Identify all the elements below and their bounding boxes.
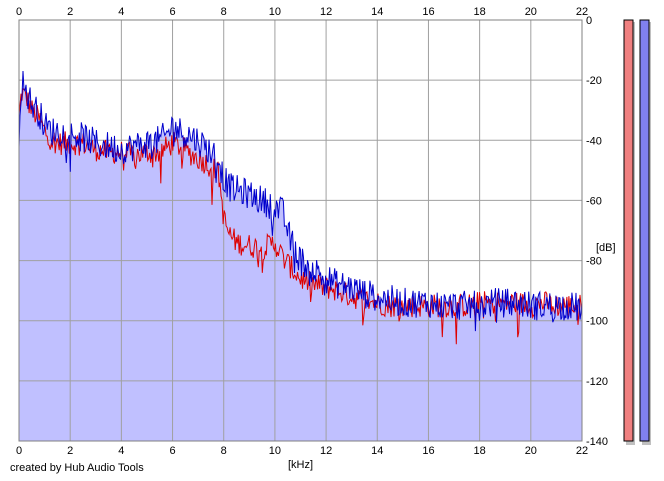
y-tick-label: -60 bbox=[586, 195, 602, 207]
level-meter-right bbox=[639, 19, 650, 442]
x-tick-label-top: 14 bbox=[371, 6, 383, 18]
y-tick-label: -20 bbox=[586, 75, 602, 87]
x-tick-label-top: 0 bbox=[16, 6, 22, 18]
x-tick-label-top: 8 bbox=[221, 6, 227, 18]
x-tick-label-bottom: 6 bbox=[169, 445, 175, 457]
x-tick-label-top: 18 bbox=[474, 6, 486, 18]
x-tick-label-bottom: 22 bbox=[576, 445, 588, 457]
x-tick-label-bottom: 8 bbox=[221, 445, 227, 457]
x-tick-label-top: 4 bbox=[118, 6, 124, 18]
plot-border bbox=[18, 19, 583, 442]
y-tick-label: -120 bbox=[586, 376, 608, 388]
series-line-blue bbox=[18, 70, 583, 332]
y-tick-label: -40 bbox=[586, 135, 602, 147]
x-tick-label-top: 6 bbox=[169, 6, 175, 18]
y-tick-label: -140 bbox=[586, 436, 608, 448]
x-tick-label-top: 12 bbox=[320, 6, 332, 18]
x-tick-label-bottom: 16 bbox=[422, 445, 434, 457]
x-tick-label-bottom: 12 bbox=[320, 445, 332, 457]
y-tick-label: -100 bbox=[586, 316, 608, 328]
x-tick-label-top: 22 bbox=[576, 6, 588, 18]
x-tick-label-bottom: 10 bbox=[269, 445, 281, 457]
x-tick-label-bottom: 20 bbox=[525, 445, 537, 457]
x-tick-label-bottom: 18 bbox=[474, 445, 486, 457]
x-tick-label-top: 10 bbox=[269, 6, 281, 18]
x-axis-label: [kHz] bbox=[288, 459, 313, 471]
credit-label: created by Hub Audio Tools bbox=[10, 462, 144, 474]
y-axis-label: [dB] bbox=[596, 242, 616, 254]
y-tick-label: 0 bbox=[586, 15, 592, 27]
x-tick-label-bottom: 14 bbox=[371, 445, 383, 457]
x-tick-label-bottom: 0 bbox=[16, 445, 22, 457]
x-tick-label-bottom: 2 bbox=[67, 445, 73, 457]
x-tick-label-bottom: 4 bbox=[118, 445, 124, 457]
x-tick-label-top: 16 bbox=[422, 6, 434, 18]
x-tick-label-top: 2 bbox=[67, 6, 73, 18]
x-tick-label-top: 20 bbox=[525, 6, 537, 18]
series-line-red bbox=[18, 88, 583, 345]
level-meter-left bbox=[623, 19, 634, 442]
y-tick-label: -80 bbox=[586, 256, 602, 268]
